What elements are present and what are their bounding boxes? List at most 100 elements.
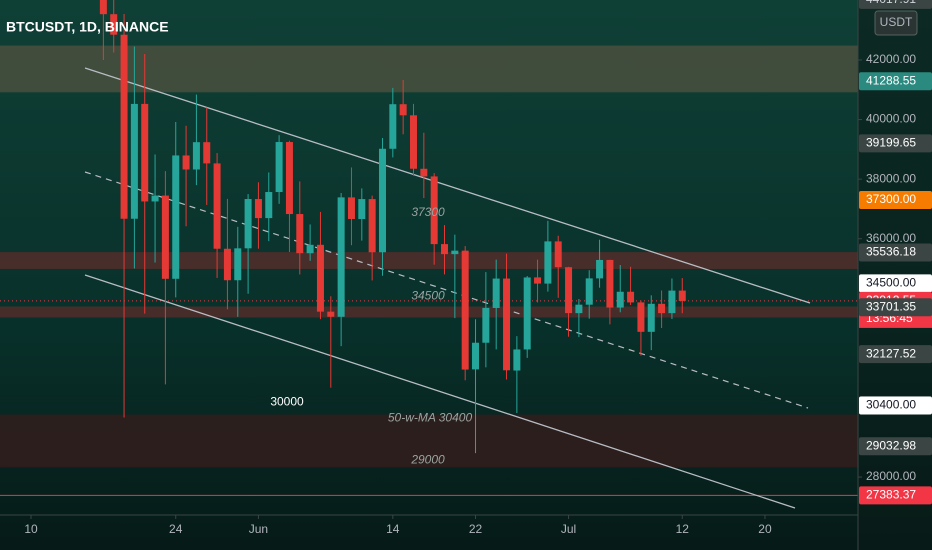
price-label-bg: [859, 345, 932, 364]
x-tick-label: Jun: [249, 522, 268, 536]
candle-body: [182, 155, 190, 170]
zone: [0, 306, 859, 318]
x-tick-label: 10: [24, 522, 38, 536]
candle-body: [203, 142, 211, 164]
candle-body: [565, 267, 573, 314]
price-label-bg: [859, 298, 932, 317]
candle-body: [596, 259, 604, 279]
candle-body: [368, 199, 376, 253]
candle-body: [99, 0, 107, 15]
candle-body: [503, 278, 511, 371]
candles: [99, 0, 686, 454]
zone: [0, 252, 859, 270]
price-label: 44017.91: [866, 0, 916, 6]
candle-body: [244, 199, 252, 249]
candle-body: [265, 192, 273, 219]
candle-body: [213, 163, 221, 249]
candle-body: [585, 278, 593, 305]
candle-body: [575, 304, 583, 314]
candle-body: [513, 349, 521, 371]
candle-body: [441, 244, 449, 255]
candle-body: [430, 176, 438, 245]
x-tick-label: 20: [758, 522, 772, 536]
annotation: 34500: [411, 289, 445, 303]
price-label-bg: [859, 486, 932, 505]
candle-body: [534, 277, 542, 284]
candle-body: [451, 250, 459, 255]
price-label: 41288.55: [866, 73, 916, 87]
channel-mid: [84, 171, 809, 409]
candle-body: [492, 278, 500, 308]
annotation: 50-w-MA 30400: [388, 411, 473, 425]
candle-body: [285, 142, 293, 215]
price-label: 33701.35: [866, 299, 916, 313]
price-label-bg: [859, 243, 932, 262]
candle-body: [544, 241, 552, 284]
price-label-bg: [859, 0, 932, 9]
candle-body: [172, 155, 180, 279]
channel-lower: [84, 274, 796, 509]
annotation: 30000: [270, 395, 304, 409]
candle-body: [192, 142, 200, 170]
candle-body: [389, 104, 397, 149]
candle-body: [378, 148, 386, 253]
candle-body: [347, 197, 355, 220]
chart-title: BTCUSDT, 1D, BINANCE: [6, 19, 169, 35]
x-tick-label: 14: [386, 522, 400, 536]
price-label-bg: [859, 72, 932, 91]
candle-body: [637, 302, 645, 332]
candle-body: [606, 259, 614, 308]
price-label: 29032.98: [866, 438, 916, 452]
candle-body: [399, 104, 407, 116]
price-label: 37300.00: [866, 192, 916, 206]
currency-button[interactable]: [874, 10, 918, 36]
candle-body: [409, 115, 417, 169]
candle-body: [161, 195, 169, 279]
price-label: 27383.37: [866, 488, 916, 502]
candle-body: [151, 195, 159, 202]
x-tick-label: 12: [676, 522, 690, 536]
candle-body: [461, 250, 469, 370]
candle-body: [110, 14, 118, 35]
candle-body: [658, 303, 666, 314]
price-label: 32127.52: [866, 346, 916, 360]
candle-body: [337, 197, 345, 317]
price-label-bg: [859, 274, 932, 293]
x-tick-label: Jul: [561, 522, 576, 536]
candle-body: [306, 244, 314, 254]
y-tick-label: 28000.00: [866, 469, 916, 483]
price-label: 30400.00: [866, 398, 916, 412]
candle-body: [472, 342, 480, 370]
zone: [0, 45, 859, 93]
candle-body: [234, 248, 242, 281]
price-label: 34500.00: [866, 276, 916, 290]
candle-body: [678, 290, 686, 301]
candle-body: [275, 142, 283, 193]
candle-body: [223, 248, 231, 281]
candle-body: [130, 103, 138, 219]
price-label: 39199.65: [866, 136, 916, 150]
y-tick-label: 38000.00: [866, 171, 916, 185]
x-tick-label: 24: [169, 522, 183, 536]
candle-body: [523, 277, 531, 350]
annotation: 37300: [411, 205, 445, 219]
y-tick-label: 42000.00: [866, 52, 916, 66]
x-tick-label: 22: [469, 522, 483, 536]
candle-body: [627, 291, 635, 303]
zone: [0, 414, 859, 468]
candle-body: [120, 34, 128, 219]
zones: [0, 45, 859, 496]
price-label-bg: [859, 396, 932, 415]
candle-body: [647, 303, 655, 332]
candle-body: [141, 103, 149, 202]
currency[interactable]: USDT: [880, 15, 913, 29]
price-label: 35536.18: [866, 245, 916, 259]
axis-labels: 10 24 Jun 14 22 Jul 12 20 42000.00 40000.00 38000.…: [24, 0, 932, 536]
candle-body: [554, 241, 562, 268]
y-tick-label: 40000.00: [866, 112, 916, 126]
candle-body: [296, 214, 304, 254]
annotation: 29000: [410, 452, 445, 466]
candle-body: [420, 168, 428, 177]
price-label-bg: [859, 191, 932, 210]
